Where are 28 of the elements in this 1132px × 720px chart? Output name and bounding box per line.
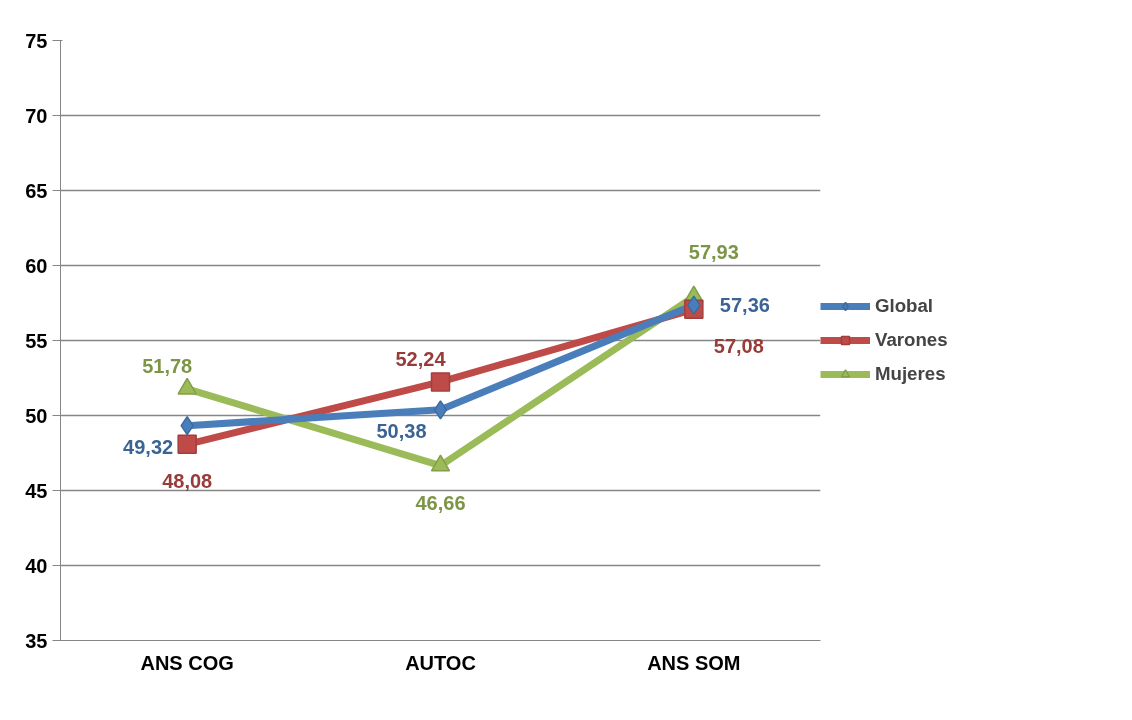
point xyxy=(687,295,701,315)
y-tick-label: 45 xyxy=(25,479,48,502)
y-tick-label: 75 xyxy=(25,29,48,52)
point xyxy=(433,400,448,420)
point xyxy=(430,372,451,392)
y-tick-label: 55 xyxy=(25,329,48,352)
y-tick-label: 60 xyxy=(25,254,48,277)
y-tick-label: 50 xyxy=(25,404,48,427)
data-label: 57,08 xyxy=(713,335,764,358)
data-label: 49,32 xyxy=(123,435,174,458)
x-tick-label: ANS SOM xyxy=(647,651,741,674)
data-label: 48,08 xyxy=(162,470,213,493)
legend-label: Varones xyxy=(875,329,948,351)
data-label: 46,66 xyxy=(415,491,466,514)
y-tick-label: 70 xyxy=(25,104,48,127)
point xyxy=(177,434,197,455)
legend-label: Mujeres xyxy=(875,363,946,385)
x-tick-label: AUTOC xyxy=(405,651,476,674)
legend-label: Global xyxy=(875,295,934,317)
data-label: 57,93 xyxy=(688,240,739,263)
x-tick-label: ANS COG xyxy=(140,651,234,674)
data-label: 50,38 xyxy=(376,419,427,442)
y-tick-label: 65 xyxy=(25,179,48,202)
data-label: 51,78 xyxy=(142,354,193,377)
data-label: 57,36 xyxy=(719,294,770,317)
data-label: 52,24 xyxy=(395,347,447,370)
y-tick-label: 40 xyxy=(25,554,48,577)
y-tick-label: 35 xyxy=(25,629,48,652)
